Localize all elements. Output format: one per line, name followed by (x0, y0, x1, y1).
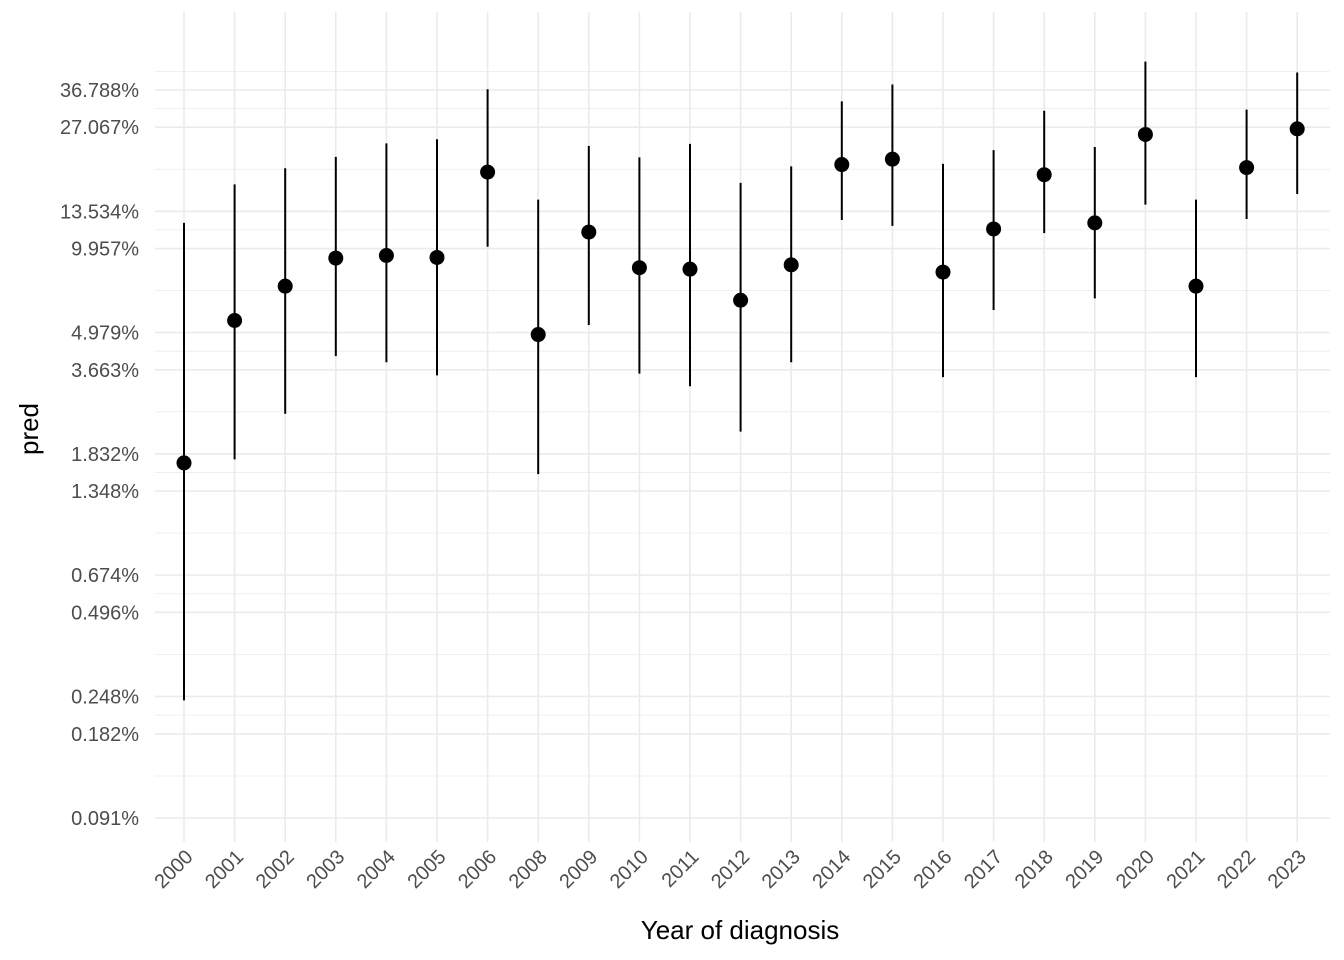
x-tick-label: 2022 (1213, 846, 1260, 893)
x-tick-label: 2021 (1163, 846, 1210, 893)
x-tick-label: 2019 (1061, 846, 1108, 893)
data-point (733, 292, 749, 308)
y-tick-labels: 0.091% 0.182% 0.248% 0.496% 0.674% 1.348% 1.83… (60, 80, 139, 830)
x-axis-title: Year of diagnosis (641, 915, 840, 945)
y-tick-label: 4.979% (71, 323, 139, 345)
data-point (429, 249, 445, 265)
x-tick-label: 2008 (505, 846, 552, 893)
data-point (682, 261, 698, 277)
data-point (328, 250, 344, 266)
y-tick-label: 1.348% (71, 481, 139, 503)
x-tick-label: 2010 (606, 846, 653, 893)
y-tick-label: 0.248% (71, 686, 139, 708)
x-tick-label: 2003 (302, 846, 349, 893)
data-point (480, 164, 496, 180)
x-tick-label: 2009 (555, 846, 602, 893)
x-tick-label: 2000 (151, 846, 198, 893)
y-tick-label: 0.496% (71, 602, 139, 624)
data-point (227, 313, 243, 329)
y-tick-label: 3.663% (71, 360, 139, 382)
x-tick-labels: 2000 2001 2002 2003 2004 2005 2006 2008 2009 2010… (151, 846, 1311, 893)
x-tick-label: 2006 (454, 846, 501, 893)
x-tick-label: 2023 (1264, 846, 1311, 893)
grid-layer (155, 12, 1330, 842)
x-tick-label: 2020 (1112, 846, 1159, 893)
x-tick-label: 2004 (353, 846, 400, 893)
data-point (935, 264, 951, 280)
y-tick-label: 0.182% (71, 724, 139, 746)
y-tick-label: 27.067% (60, 117, 139, 139)
data-point (1289, 121, 1305, 137)
x-tick-label: 2016 (910, 846, 957, 893)
y-tick-label: 0.674% (71, 565, 139, 587)
x-tick-label: 2018 (1011, 846, 1058, 893)
y-tick-label: 0.091% (71, 808, 139, 830)
data-point (986, 221, 1002, 237)
data-point (884, 151, 900, 167)
data-point (1087, 215, 1103, 231)
data-point (1036, 167, 1052, 183)
data-point (1239, 160, 1255, 176)
data-point (581, 224, 597, 240)
data-point (530, 327, 546, 343)
x-tick-label: 2012 (707, 846, 754, 893)
x-tick-label: 2014 (808, 846, 855, 893)
x-tick-label: 2001 (201, 846, 248, 893)
data-point (176, 455, 192, 471)
x-tick-label: 2011 (658, 846, 704, 892)
data-point (631, 260, 647, 276)
data-point (783, 257, 799, 273)
data-point (277, 278, 293, 294)
x-tick-label: 2013 (758, 846, 805, 893)
x-tick-label: 2017 (960, 846, 1007, 893)
data-point (834, 157, 850, 173)
y-tick-label: 36.788% (60, 80, 139, 102)
data-point (1137, 126, 1153, 142)
data-points (176, 121, 1305, 471)
data-point (1188, 278, 1204, 294)
y-tick-label: 9.957% (71, 239, 139, 261)
x-tick-label: 2015 (859, 846, 906, 893)
x-tick-label: 2002 (252, 846, 299, 893)
y-axis-title: pred (14, 403, 44, 455)
y-tick-label: 13.534% (60, 201, 139, 223)
y-tick-label: 1.832% (71, 444, 139, 466)
data-point (378, 247, 394, 263)
x-tick-label: 2005 (404, 846, 451, 893)
